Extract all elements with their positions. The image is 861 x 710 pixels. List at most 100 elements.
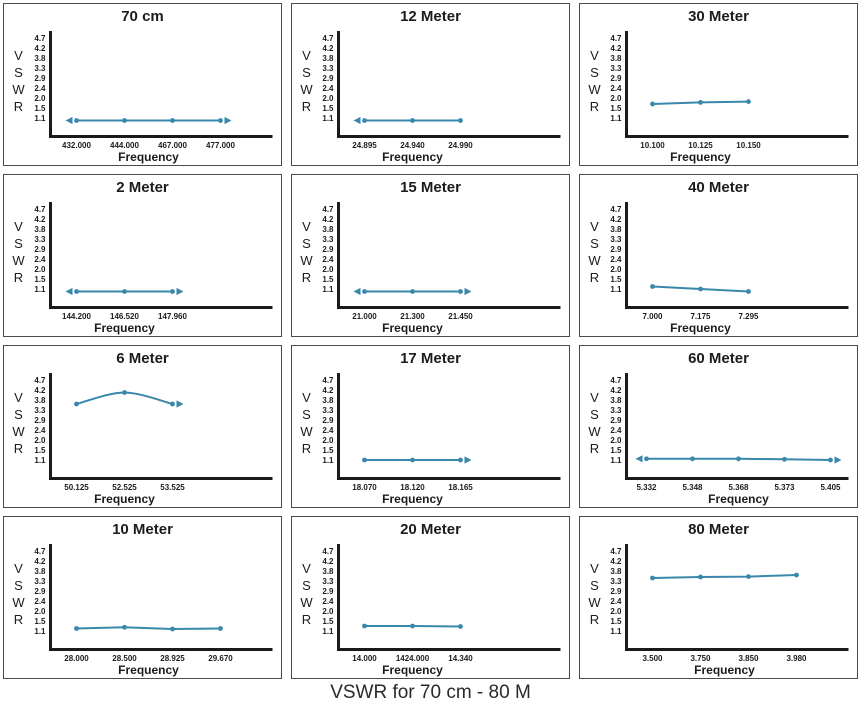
x-axis-label: Frequency bbox=[382, 321, 443, 335]
data-point bbox=[690, 456, 695, 462]
y-tick-label: 2.4 bbox=[610, 426, 622, 435]
y-tick-label: 2.9 bbox=[34, 74, 46, 83]
chart-title: 30 Meter bbox=[688, 8, 749, 25]
x-tick-label: 444.000 bbox=[110, 141, 139, 150]
y-tick-label: 1.1 bbox=[610, 627, 622, 636]
x-tick-label: 467.000 bbox=[158, 141, 187, 150]
y-tick-label: 3.8 bbox=[34, 54, 46, 63]
chart-plot-70-cm: VSWR 4.74.23.83.32.92.42.01.51.1 432.000 44… bbox=[12, 31, 273, 164]
y-axis-label-letter: R bbox=[302, 270, 311, 285]
y-tick-label: 3.3 bbox=[610, 64, 622, 73]
y-axis-label-letter: V bbox=[302, 390, 311, 405]
right-arrow-icon bbox=[176, 287, 184, 296]
data-point bbox=[122, 118, 127, 123]
left-arrow-icon bbox=[353, 116, 361, 125]
chart-panel-10-meter: 10 Meter V S W R 4.7 4.2 3.8 3.3 2.9 2.4 2.0 1.5 1.1… bbox=[3, 516, 282, 679]
left-arrow-icon bbox=[65, 116, 73, 125]
y-tick-label: 2.4 bbox=[610, 255, 622, 264]
y-tick-label: 1.1 bbox=[34, 285, 46, 294]
left-arrow-icon bbox=[635, 455, 643, 463]
x-tick-label: 144.200 bbox=[62, 312, 91, 321]
left-arrow-icon bbox=[353, 287, 361, 296]
data-point bbox=[644, 456, 649, 462]
chart-title: 60 Meter bbox=[688, 350, 749, 367]
y-axis-label-letter: R bbox=[302, 441, 311, 456]
y-tick-label: 3.3 bbox=[34, 577, 46, 586]
x-tick-label: 18.120 bbox=[400, 483, 425, 492]
y-axis-label-letter: S bbox=[302, 578, 311, 593]
chart-panel-80-meter: 80 Meter V S W R 4.7 4.2 3.8 3.3 2.9 2.4 2.0 1.5 1.1… bbox=[579, 516, 858, 679]
y-tick-label: 3.8 bbox=[34, 225, 46, 234]
chart-panel-6-meter: 6 Meter V S W R 4.7 4.2 3.8 3.3 2.9 2.4 2.0 1.5 1.1 5… bbox=[3, 345, 282, 508]
y-tick-label: 2.4 bbox=[34, 426, 46, 435]
chart-plot-12-meter: VSWR 4.74.23.83.32.92.42.01.51.1 24.895 24.… bbox=[300, 31, 561, 164]
y-tick-label: 3.8 bbox=[610, 567, 622, 576]
y-tick-label: 4.2 bbox=[34, 44, 46, 53]
y-axis-label-letter: R bbox=[14, 99, 23, 114]
y-tick-label: 4.7 bbox=[610, 547, 622, 556]
y-axis-label-letter: W bbox=[12, 82, 25, 97]
data-point bbox=[362, 457, 367, 463]
y-tick-label: 3.3 bbox=[34, 235, 46, 244]
y-axis-label-letter: V bbox=[590, 561, 599, 576]
y-axis-label-letter: V bbox=[590, 48, 599, 63]
data-point bbox=[218, 626, 223, 631]
y-tick-label: 4.2 bbox=[610, 215, 622, 224]
data-point bbox=[698, 286, 703, 292]
data-point bbox=[650, 575, 655, 581]
right-arrow-icon bbox=[224, 116, 232, 125]
chart-panel-20-meter: 20 Meter V S W R 4.7 4.2 3.8 3.3 2.9 2.4 2.0 1.5 1.1… bbox=[291, 516, 570, 679]
x-axis-label: Frequency bbox=[118, 150, 179, 164]
y-tick-label: 3.8 bbox=[34, 567, 46, 576]
y-axis-label-letter: W bbox=[300, 253, 313, 268]
y-axis-label-letter: S bbox=[14, 65, 23, 80]
y-tick-label: 4.7 bbox=[610, 34, 622, 43]
data-point bbox=[736, 456, 741, 462]
y-tick-label: 3.3 bbox=[34, 64, 46, 73]
chart-plot-40-meter: VSWR 4.74.23.83.32.92.42.01.51.1 7.000 7.17… bbox=[588, 202, 849, 335]
data-point bbox=[794, 572, 799, 578]
y-tick-label: 3.3 bbox=[322, 235, 334, 244]
y-tick-label: 2.9 bbox=[34, 587, 46, 596]
y-tick-label: 2.4 bbox=[34, 597, 46, 606]
chart-panel-2-meter: 2 Meter V S W R 4.7 4.2 3.8 3.3 2.9 2.4 2.0 1.5 1.1 1… bbox=[3, 174, 282, 337]
data-point bbox=[218, 118, 223, 123]
y-axis-label-letter: W bbox=[12, 595, 25, 610]
x-axis-label: Frequency bbox=[382, 492, 443, 506]
y-axis-label-letter: S bbox=[590, 407, 599, 422]
y-tick-label: 3.3 bbox=[34, 406, 46, 415]
charts-grid: 70 cm V S W R 4.7 4.2 3.8 3.3 2.9 2.4 2.0 1.5 1.1 432… bbox=[3, 3, 858, 679]
data-point bbox=[458, 457, 463, 463]
y-tick-label: 2.4 bbox=[610, 597, 622, 606]
y-tick-label: 1.5 bbox=[34, 275, 46, 284]
data-point bbox=[650, 284, 655, 289]
y-tick-label: 2.4 bbox=[322, 255, 334, 264]
y-tick-label: 1.5 bbox=[610, 275, 622, 284]
chart-title: 12 Meter bbox=[400, 8, 461, 25]
x-tick-label: 7.295 bbox=[738, 312, 759, 321]
data-point bbox=[410, 623, 415, 629]
y-tick-label: 3.8 bbox=[610, 54, 622, 63]
y-axis-label-letter: V bbox=[302, 48, 311, 63]
y-tick-label: 3.8 bbox=[34, 396, 46, 405]
y-tick-label: 3.3 bbox=[322, 64, 334, 73]
y-tick-label: 2.9 bbox=[322, 245, 334, 254]
y-axis-label-letter: W bbox=[588, 424, 601, 439]
page-caption: VSWR for 70 cm - 80 M bbox=[330, 682, 531, 703]
x-axis-label: Frequency bbox=[94, 492, 155, 506]
chart-plot-80-meter: VSWR 4.74.23.83.32.92.42.01.51.1 3.500 3.75… bbox=[588, 544, 849, 677]
chart-plot-6-meter: VSWR 4.74.23.83.32.92.42.01.51.1 50.125 52.… bbox=[12, 373, 273, 506]
x-tick-label: 1424.000 bbox=[396, 654, 430, 663]
y-tick-label: 1.5 bbox=[610, 446, 622, 455]
data-point bbox=[170, 626, 175, 632]
y-tick-label: 1.1 bbox=[34, 627, 46, 636]
chart-panel-12-meter: 12 Meter V S W R 4.7 4.2 3.8 3.3 2.9 2.4 2.0 1.5 1.1… bbox=[291, 3, 570, 166]
x-tick-label: 5.373 bbox=[774, 483, 795, 492]
x-tick-label: 3.850 bbox=[738, 654, 759, 663]
chart-plot-20-meter: VSWR 4.74.23.83.32.92.42.01.51.1 14.000 142… bbox=[300, 544, 561, 677]
y-axis-label-letter: S bbox=[14, 236, 23, 251]
y-tick-label: 2.0 bbox=[610, 265, 622, 274]
x-tick-label: 5.348 bbox=[682, 483, 703, 492]
y-tick-label: 4.7 bbox=[610, 205, 622, 214]
y-axis-label-letter: W bbox=[12, 424, 25, 439]
